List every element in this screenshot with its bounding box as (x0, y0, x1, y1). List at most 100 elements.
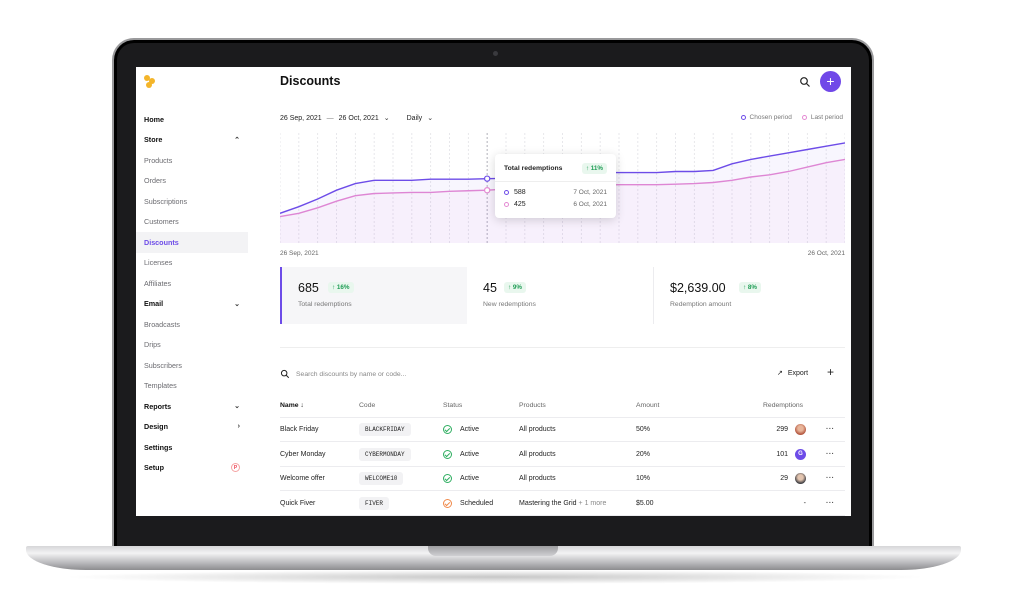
discount-redemptions: 29 (760, 467, 806, 491)
kpi-label: Redemption amount (670, 301, 732, 308)
sidebar-item-design[interactable]: Design › (136, 417, 248, 438)
table-row[interactable]: Quick Fiver FIVER Scheduled Mastering the G… (280, 491, 845, 516)
discount-name[interactable]: Black Friday (280, 426, 319, 433)
chart-hover-point (483, 175, 491, 182)
sidebar-item-reports[interactable]: Reports ⌄ (136, 396, 248, 417)
kpi-change-badge: ↑ 8% (739, 282, 762, 293)
last-dot-icon (504, 201, 509, 207)
sidebar: Home Store ⌃ Products Orders Subscriptions Cus… (136, 67, 248, 516)
avatar (795, 424, 806, 435)
sidebar-item-customers[interactable]: Customers (136, 212, 248, 233)
date-start[interactable]: 26 Sep, 2021 (280, 114, 322, 122)
kpi-redemption-amount[interactable]: $2,639.00 ↑ 8% Redemption amount (654, 267, 845, 324)
table-row[interactable]: Welcome offer WELCOME10 Active All products… (280, 467, 845, 491)
date-filters: 26 Sep, 2021 — 26 Oct, 2021 ⌄ Daily ⌄ (280, 114, 434, 123)
discount-products: All products (519, 475, 556, 482)
add-discount-button[interactable]: + (820, 71, 841, 92)
sidebar-item-label: Licenses (144, 258, 173, 268)
sidebar-item-label: Drips (144, 340, 161, 350)
kpi-cards: 685 ↑ 16% Total redemptions 45 ↑ 9% New … (280, 267, 845, 324)
discount-status: Active (443, 442, 479, 466)
chevron-right-icon: › (237, 423, 240, 431)
sidebar-item-affiliates[interactable]: Affiliates (136, 273, 248, 294)
discount-status: Scheduled (443, 491, 493, 515)
export-button[interactable]: ↗ Export (777, 369, 809, 378)
sidebar-item-label: Home (144, 114, 164, 124)
discount-name[interactable]: Welcome offer (280, 475, 325, 482)
sidebar-item-label: Affiliates (144, 278, 172, 288)
discount-amount: 50% (636, 426, 651, 433)
sidebar-item-orders[interactable]: Orders (136, 171, 248, 192)
sidebar-item-store[interactable]: Store ⌃ (136, 130, 248, 151)
discount-redemptions: 101 G (760, 442, 806, 466)
legend-chosen: Chosen period (740, 114, 792, 121)
date-end[interactable]: 26 Oct, 2021 (338, 114, 379, 122)
sidebar-item-label: Settings (144, 442, 173, 452)
row-more-menu-icon[interactable]: ··· (826, 426, 835, 433)
column-products[interactable]: Products (519, 401, 546, 409)
chevron-down-icon[interactable]: ⌄ (427, 115, 434, 122)
add-icon[interactable]: + (827, 365, 835, 379)
arrow-up-right-icon: ↗ (777, 370, 783, 377)
date-separator: — (326, 114, 334, 122)
check-circle-icon (443, 474, 452, 483)
search-icon[interactable] (799, 76, 811, 88)
legend-last: Last period (801, 114, 843, 121)
sidebar-item-email[interactable]: Email ⌄ (136, 294, 248, 315)
sidebar-item-licenses[interactable]: Licenses (136, 253, 248, 274)
column-name[interactable]: Name ↓ (280, 401, 304, 409)
granularity-select[interactable]: Daily (406, 114, 423, 122)
sidebar-item-products[interactable]: Products (136, 150, 248, 171)
check-circle-icon (443, 425, 452, 434)
chevron-down-icon[interactable]: ⌄ (383, 115, 390, 122)
kpi-total-redemptions[interactable]: 685 ↑ 16% Total redemptions (280, 267, 467, 324)
discount-code: BLACKFRIDAY (359, 418, 411, 442)
search-icon (280, 369, 290, 379)
kpi-label: Total redemptions (298, 301, 352, 308)
sidebar-item-discounts[interactable]: Discounts (136, 232, 248, 253)
chart-x-start-label: 26 Sep, 2021 (280, 250, 319, 257)
sidebar-item-settings[interactable]: Settings (136, 437, 248, 458)
discount-amount: 20% (636, 450, 651, 458)
sidebar-item-broadcasts[interactable]: Broadcasts (136, 314, 248, 335)
discount-code: FIVER (359, 491, 390, 515)
table-search[interactable]: Search discounts by name or code... (280, 369, 406, 379)
discount-products: All products (519, 426, 556, 433)
discount-products: All products (519, 450, 556, 458)
divider (280, 347, 845, 348)
brand-logo-icon[interactable] (144, 75, 158, 89)
clock-icon (443, 498, 452, 508)
sidebar-item-templates[interactable]: Templates (136, 376, 248, 397)
discount-name[interactable]: Quick Fiver (280, 499, 316, 507)
row-more-menu-icon[interactable]: ··· (826, 475, 835, 482)
chevron-down-icon: ⌄ (234, 403, 240, 411)
column-redemptions[interactable]: Redemptions (763, 401, 804, 409)
sidebar-item-label: Broadcasts (144, 319, 180, 329)
sidebar-item-subscribers[interactable]: Subscribers (136, 355, 248, 376)
kpi-new-redemptions[interactable]: 45 ↑ 9% New redemptions (467, 267, 654, 324)
table-row[interactable]: Cyber Monday CYBERMONDAY Active All product… (280, 442, 845, 467)
discount-code: WELCOME10 (359, 467, 404, 491)
row-more-menu-icon[interactable]: ··· (826, 499, 835, 507)
table-row[interactable]: Black Friday BLACKFRIDAY Active All product… (280, 418, 845, 442)
discount-products: Mastering the Grid + 1 more (519, 499, 607, 507)
column-amount[interactable]: Amount (636, 401, 660, 409)
sidebar-item-home[interactable]: Home (136, 109, 248, 130)
column-code[interactable]: Code (359, 401, 376, 409)
column-status[interactable]: Status (443, 401, 463, 409)
kpi-value: 685 (298, 281, 319, 295)
avatar (795, 473, 806, 484)
sidebar-item-drips[interactable]: Drips (136, 335, 248, 356)
sidebar-item-subscriptions[interactable]: Subscriptions (136, 191, 248, 212)
tooltip-row-chosen: 588 7 Oct, 2021 (504, 189, 607, 196)
sidebar-item-label: Store (144, 135, 163, 145)
sidebar-item-label: Setup (144, 463, 164, 473)
row-more-menu-icon[interactable]: ··· (826, 450, 835, 458)
legend-dot-icon (740, 114, 746, 120)
sidebar-nav: Home Store ⌃ Products Orders Subscriptions Cus… (136, 109, 248, 478)
sidebar-item-setup[interactable]: Setup P (136, 458, 248, 479)
discount-name[interactable]: Cyber Monday (280, 450, 326, 458)
sidebar-item-label: Email (144, 299, 164, 309)
more-products-link[interactable]: + 1 more (578, 499, 607, 507)
kpi-value: 45 (483, 281, 497, 295)
